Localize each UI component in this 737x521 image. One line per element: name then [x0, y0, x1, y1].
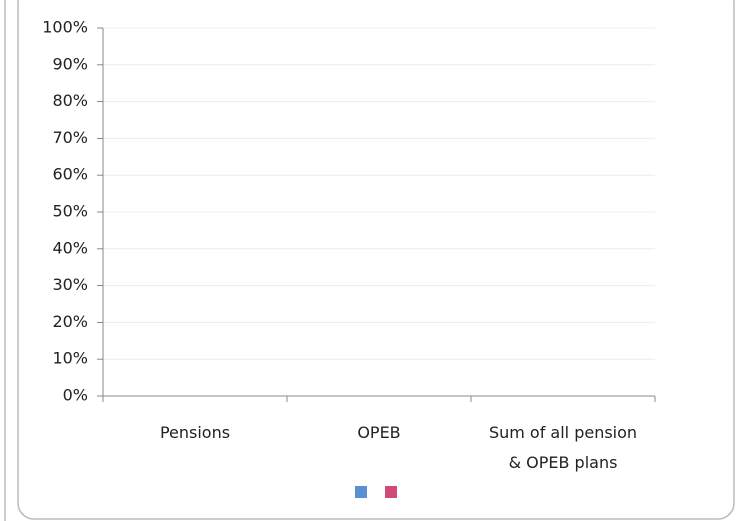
y-tick-label: 20% [52, 312, 88, 331]
y-tick-label: 60% [52, 165, 88, 184]
y-tick-label: 50% [52, 202, 88, 221]
y-tick-label: 70% [52, 128, 88, 147]
x-tick-label: OPEB [357, 423, 401, 442]
y-tick-label: 80% [52, 91, 88, 110]
y-tick-label: 40% [52, 238, 88, 257]
y-tick-label: 100% [42, 18, 88, 37]
y-tick-label: 0% [63, 386, 88, 405]
y-tick-label: 90% [52, 54, 88, 73]
y-tick-label: 30% [52, 275, 88, 294]
legend-swatch [385, 486, 397, 498]
chart-frame [17, 0, 735, 520]
legend-swatch [355, 486, 367, 498]
y-tick-label: 10% [52, 349, 88, 368]
x-tick-label: Sum of all pension & OPEB plans [488, 423, 638, 472]
x-tick-label: Pensions [159, 423, 231, 442]
